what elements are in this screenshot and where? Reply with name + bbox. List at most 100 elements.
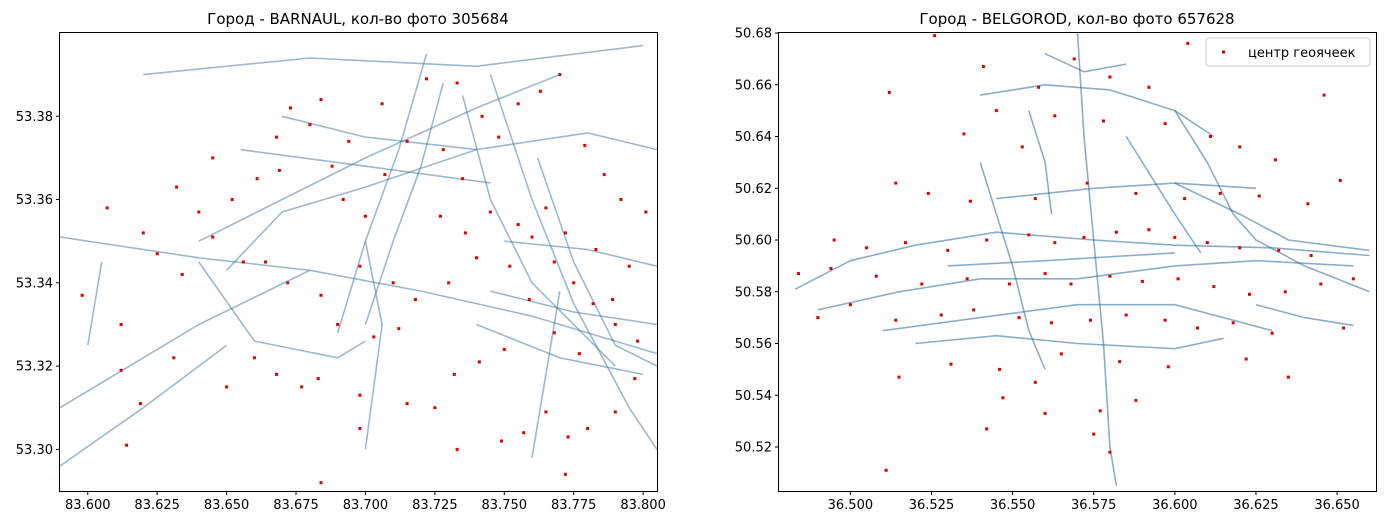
cell-center-point-29 bbox=[832, 238, 836, 242]
cell-center-point-62 bbox=[544, 410, 548, 414]
cell-center-point-79 bbox=[1118, 360, 1122, 364]
left-panel-frame bbox=[59, 32, 658, 492]
cell-center-point-30 bbox=[180, 273, 184, 276]
cell-center-point-82 bbox=[1286, 375, 1290, 379]
track-line-16 bbox=[476, 323, 644, 376]
cell-center-point-90 bbox=[884, 468, 888, 472]
right-panel: Город - BELGOROD, кол-во фото 657628 36.… bbox=[735, 10, 1377, 513]
cell-center-point-10 bbox=[1053, 114, 1057, 118]
cell-center-point-33 bbox=[264, 260, 267, 264]
cell-center-point-50 bbox=[1043, 272, 1047, 276]
legend-marker bbox=[1222, 50, 1225, 54]
cell-center-point-82 bbox=[611, 298, 615, 301]
cell-center-point-17 bbox=[461, 177, 465, 181]
cell-center-point-22 bbox=[558, 73, 562, 77]
cell-center-point-19 bbox=[926, 191, 930, 195]
left-panel: Город - BARNAUL, кол-во фото 305684 83.6… bbox=[16, 10, 666, 513]
cell-center-point-64 bbox=[586, 427, 590, 430]
cell-center-point-23 bbox=[1134, 191, 1138, 195]
cell-center-point-60 bbox=[500, 439, 503, 443]
cell-center-point-69 bbox=[1163, 318, 1167, 322]
right-panel-tracks bbox=[794, 32, 1370, 486]
track-line-6 bbox=[489, 74, 658, 450]
cell-center-point-29 bbox=[155, 252, 159, 256]
track-line-11 bbox=[240, 148, 491, 184]
right-panel-title: Город - BELGOROD, кол-во фото 657628 bbox=[919, 10, 1234, 28]
y-tick-label-1: 53.32 bbox=[16, 360, 53, 375]
cell-center-point-70 bbox=[1196, 326, 1199, 330]
cell-center-point-9 bbox=[994, 109, 998, 113]
cell-center-point-38 bbox=[1147, 228, 1151, 232]
cell-center-point-84 bbox=[502, 347, 506, 351]
cell-center-point-87 bbox=[397, 327, 401, 331]
cell-center-point-40 bbox=[447, 281, 451, 285]
track-line-2 bbox=[198, 73, 561, 242]
cell-center-point-31 bbox=[211, 235, 215, 239]
y-tick-label-8: 50.68 bbox=[735, 27, 772, 42]
track-line-9 bbox=[1125, 136, 1202, 254]
cell-center-point-18 bbox=[894, 181, 898, 185]
track-line-8 bbox=[59, 269, 311, 409]
cell-center-point-4 bbox=[887, 91, 891, 94]
y-tick-label-3: 50.58 bbox=[735, 285, 772, 300]
cell-center-point-15 bbox=[1273, 158, 1277, 162]
x-tick-label-3: 83.675 bbox=[273, 498, 319, 513]
cell-center-point-51 bbox=[172, 356, 176, 360]
cell-center-point-86 bbox=[1134, 398, 1138, 402]
track-line-18 bbox=[87, 261, 103, 346]
x-tick-label-1: 83.625 bbox=[134, 498, 180, 513]
cell-center-point-78 bbox=[1059, 352, 1063, 356]
cell-center-point-17 bbox=[962, 132, 966, 136]
cell-center-point-34 bbox=[286, 281, 290, 285]
x-tick-label-0: 36.500 bbox=[828, 498, 874, 513]
cell-center-point-22 bbox=[1085, 181, 1089, 185]
cell-center-point-55 bbox=[1212, 285, 1216, 289]
cell-center-point-44 bbox=[797, 272, 800, 276]
cell-center-point-28 bbox=[1338, 179, 1342, 182]
cell-center-point-49 bbox=[119, 368, 123, 372]
cell-center-point-81 bbox=[1244, 357, 1248, 361]
cell-center-point-77 bbox=[1033, 380, 1037, 384]
cell-center-point-48 bbox=[636, 339, 640, 343]
track-line-5 bbox=[198, 261, 366, 359]
track-line-9 bbox=[143, 44, 644, 76]
cell-center-point-51 bbox=[1069, 282, 1073, 286]
cell-center-point-69 bbox=[563, 472, 567, 476]
cell-center-point-2 bbox=[175, 185, 179, 189]
right-panel-ticks: 36.500 36.525 36.550 36.575 36.600 36.625 36.6… bbox=[735, 27, 1360, 514]
track-line-1 bbox=[817, 259, 1354, 311]
cell-center-point-34 bbox=[1027, 233, 1031, 237]
right-panel-points bbox=[797, 34, 1355, 472]
cell-center-point-72 bbox=[438, 214, 442, 218]
cell-center-point-5 bbox=[1037, 85, 1041, 89]
cell-center-point-2 bbox=[1072, 57, 1076, 61]
track-line-3 bbox=[364, 82, 444, 325]
track-line-19 bbox=[531, 290, 561, 458]
cell-center-point-27 bbox=[80, 293, 84, 297]
cell-center-point-81 bbox=[577, 352, 581, 356]
track-line-1 bbox=[226, 132, 658, 271]
cell-center-point-84 bbox=[1043, 411, 1047, 415]
cell-center-point-6 bbox=[1108, 75, 1112, 79]
cell-center-point-63 bbox=[566, 435, 570, 439]
cell-center-point-8 bbox=[289, 106, 292, 110]
cell-center-point-41 bbox=[1238, 246, 1242, 250]
cell-center-point-3 bbox=[981, 65, 985, 69]
y-tick-label-4: 53.38 bbox=[16, 110, 53, 125]
cell-center-point-50 bbox=[139, 402, 142, 406]
cell-center-point-40 bbox=[1205, 241, 1209, 245]
cell-center-point-85 bbox=[477, 360, 481, 364]
cell-center-point-45 bbox=[572, 281, 576, 285]
cell-center-point-83 bbox=[627, 264, 631, 268]
cell-center-point-80 bbox=[552, 331, 556, 335]
track-line-0 bbox=[59, 236, 658, 355]
cell-center-point-8 bbox=[1322, 93, 1326, 97]
cell-center-point-10 bbox=[330, 164, 334, 168]
cell-center-point-59 bbox=[452, 372, 456, 376]
legend-label: центр геоячеек bbox=[1248, 46, 1356, 61]
y-tick-label-7: 50.66 bbox=[735, 78, 772, 93]
cell-center-point-74 bbox=[488, 210, 492, 214]
cell-center-point-11 bbox=[1102, 119, 1105, 123]
cell-center-point-3 bbox=[197, 210, 201, 214]
cell-center-point-45 bbox=[829, 267, 833, 270]
